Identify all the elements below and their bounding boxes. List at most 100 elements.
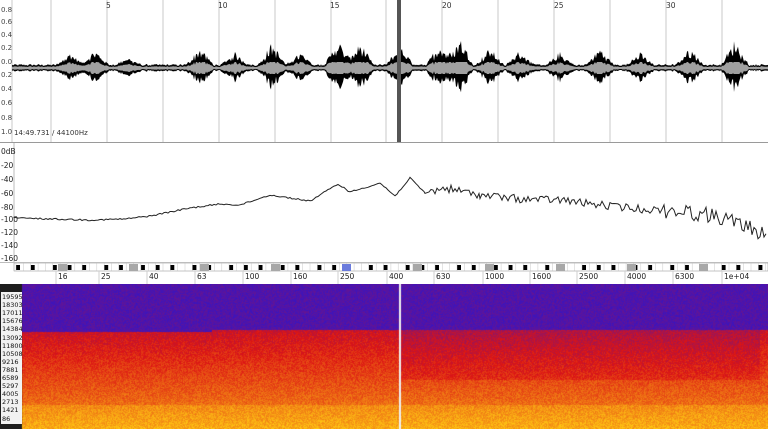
- black-key[interactable]: [332, 265, 337, 270]
- cursor-readout: 14:49.731 / 44100Hz: [14, 129, 88, 137]
- black-key[interactable]: [405, 265, 410, 270]
- black-key[interactable]: [82, 265, 87, 270]
- db-tick-label: -140: [1, 241, 19, 250]
- spectrogram-frequency-label: 15676: [1, 316, 23, 327]
- waveform-panel[interactable]: 5 10 15 20 25 30 0.8 0.6 0.4 0.2 0.0 0.2 0.4 0.6 0.8 1…: [0, 0, 768, 142]
- spectrogram-frequency-label: 7881: [1, 364, 22, 375]
- octave-marker[interactable]: [413, 264, 422, 271]
- black-key[interactable]: [368, 265, 373, 270]
- black-key[interactable]: [317, 265, 322, 270]
- amplitude-tick-label: 0.8: [1, 6, 13, 14]
- black-key[interactable]: [207, 265, 212, 270]
- spectrogram-frequency-label: 17011: [1, 308, 23, 319]
- frequency-tick-label: 630: [436, 272, 451, 281]
- spectrogram-image[interactable]: [0, 284, 768, 429]
- octave-marker[interactable]: [699, 264, 708, 271]
- frequency-tick-label: 1000: [485, 272, 505, 281]
- spectrogram-frequency-label: 4005: [1, 389, 22, 400]
- black-key[interactable]: [104, 265, 109, 270]
- black-key[interactable]: [229, 265, 234, 270]
- frequency-tick-label: 400: [389, 272, 404, 281]
- spectrogram-frequency-label: 5297: [1, 381, 22, 392]
- black-key[interactable]: [545, 265, 550, 270]
- black-key[interactable]: [118, 265, 123, 270]
- frequency-tick-label: 1600: [532, 272, 552, 281]
- black-key[interactable]: [670, 265, 675, 270]
- black-key[interactable]: [596, 265, 601, 270]
- piano-keys[interactable]: [0, 263, 768, 285]
- time-tick-label: 25: [554, 1, 564, 10]
- black-key[interactable]: [582, 265, 586, 270]
- black-key[interactable]: [155, 265, 160, 270]
- black-key[interactable]: [16, 265, 20, 270]
- db-tick-label: -20: [1, 161, 14, 170]
- black-key[interactable]: [457, 265, 461, 270]
- black-key[interactable]: [383, 265, 388, 270]
- db-tick-label: -160: [1, 254, 19, 263]
- black-key[interactable]: [243, 265, 248, 270]
- frequency-tick-label: 2500: [579, 272, 599, 281]
- db-tick-label: -100: [1, 215, 19, 224]
- black-key[interactable]: [508, 265, 513, 270]
- amplitude-tick-label: 0.8: [1, 114, 13, 122]
- time-tick-label: 10: [218, 1, 228, 10]
- black-key[interactable]: [493, 265, 498, 270]
- black-key[interactable]: [435, 265, 439, 270]
- frequency-tick-label: 40: [149, 272, 159, 281]
- time-tick-label: 20: [442, 1, 452, 10]
- black-key[interactable]: [295, 265, 300, 270]
- octave-marker[interactable]: [556, 264, 565, 271]
- spectrogram-frequency-label: 10508: [1, 348, 23, 359]
- time-tick-label: 15: [330, 1, 340, 10]
- octave-marker[interactable]: [342, 264, 351, 271]
- spectrum-panel[interactable]: 0dB -20 -40 -60 -80 -100 -120 -140 -160: [0, 142, 768, 263]
- black-key[interactable]: [611, 265, 616, 270]
- spectrum-curve: [13, 143, 767, 263]
- black-key[interactable]: [67, 265, 72, 270]
- spectrum-line: [13, 176, 767, 240]
- black-key[interactable]: [758, 265, 763, 270]
- frequency-tick-label: 6300: [675, 272, 695, 281]
- amplitude-tick-label: 0.6: [1, 18, 13, 26]
- black-key[interactable]: [684, 265, 689, 270]
- waveform-rms: [12, 62, 768, 74]
- spectrogram-panel[interactable]: 19595 18303 17011 15676 14384 13092 11800 10508…: [0, 284, 768, 429]
- spectrogram-frequency-label: 11800: [1, 340, 23, 351]
- time-tick-label: 30: [666, 1, 676, 10]
- black-key[interactable]: [140, 265, 145, 270]
- black-key[interactable]: [721, 265, 726, 270]
- black-key[interactable]: [30, 265, 35, 270]
- octave-marker[interactable]: [485, 264, 494, 271]
- octave-marker[interactable]: [200, 264, 209, 271]
- frequency-tick-label: 25: [101, 272, 111, 281]
- black-key[interactable]: [523, 265, 528, 270]
- black-key[interactable]: [736, 265, 741, 270]
- amplitude-tick-label: 0.2: [1, 71, 13, 79]
- black-key[interactable]: [420, 265, 425, 270]
- waveform-plot[interactable]: [0, 0, 768, 142]
- spectrogram-frequency-label: 13092: [1, 332, 23, 343]
- black-key[interactable]: [258, 265, 263, 270]
- db-tick-label: -120: [1, 228, 19, 237]
- black-key[interactable]: [280, 265, 285, 270]
- frequency-tick-label: 160: [293, 272, 308, 281]
- octave-marker[interactable]: [271, 264, 280, 271]
- amplitude-tick-label: 0.6: [1, 99, 13, 107]
- black-key[interactable]: [52, 265, 57, 270]
- spectrogram-frequency-label: 9216: [1, 356, 22, 367]
- spectrogram-frequency-label: 14384: [1, 324, 23, 335]
- frequency-tick-label: 63: [197, 272, 207, 281]
- db-tick-label: -80: [1, 203, 14, 212]
- octave-marker[interactable]: [627, 264, 636, 271]
- black-key[interactable]: [648, 265, 653, 270]
- db-tick-label: -60: [1, 189, 14, 198]
- octave-marker[interactable]: [129, 264, 138, 271]
- spectrogram-frequency-label: 6589: [1, 373, 22, 383]
- piano-keyboard[interactable]: 16 25 40 63 100 160 250 400 630 1000 1600 2500 4000 6…: [0, 262, 768, 285]
- black-key[interactable]: [192, 265, 197, 270]
- black-key[interactable]: [471, 265, 476, 270]
- db-tick-label: 0dB: [1, 147, 16, 156]
- black-key[interactable]: [170, 265, 175, 270]
- playback-cursor[interactable]: [397, 0, 401, 142]
- octave-marker[interactable]: [58, 264, 67, 271]
